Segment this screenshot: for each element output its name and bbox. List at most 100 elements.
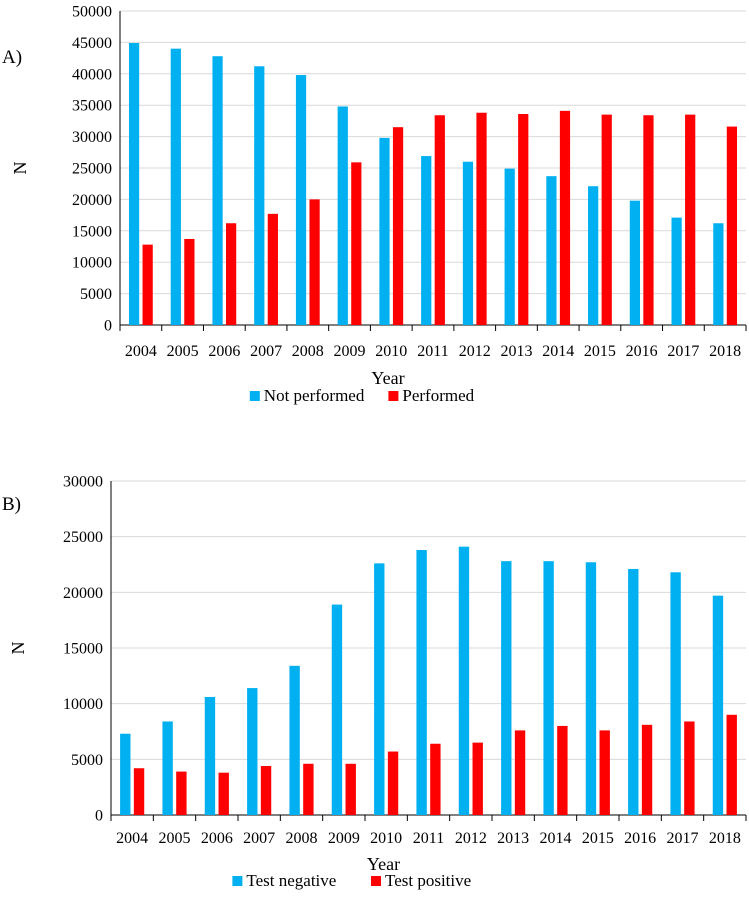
bar-test-negative-2004 (120, 733, 131, 815)
bar-test-positive-2015 (599, 730, 610, 815)
x-tick-label: 2013 (500, 343, 532, 360)
x-tick-label: 2013 (497, 830, 529, 847)
x-tick-label: 2010 (370, 830, 402, 847)
bar-test-negative-2015 (585, 562, 597, 815)
bar-test-positive-2018 (726, 714, 737, 815)
bar-test-positive-2016 (641, 724, 653, 815)
panel-label: B) (2, 494, 21, 515)
bar-test-negative-2017 (670, 572, 681, 815)
y-tick-label: 40000 (72, 66, 112, 83)
x-tick-label: 2011 (413, 830, 444, 847)
x-tick-label: 2012 (455, 830, 487, 847)
bar-not-performed-2004 (128, 43, 140, 325)
bar-not-performed-2008 (295, 75, 307, 325)
x-tick-label: 2014 (540, 830, 572, 847)
y-tick-label: 35000 (72, 98, 112, 115)
chart-panel-1: 0 5000 10000 15000 20000 25000 30000 2004 2005 20… (2, 474, 747, 890)
bar-test-negative-2016 (628, 568, 639, 815)
x-tick-label: 2009 (328, 830, 360, 847)
bar-test-positive-2007 (260, 766, 272, 815)
legend-label: Not performed (264, 386, 365, 405)
panel-label: A) (2, 47, 22, 68)
legend-label: Test negative (246, 871, 336, 890)
x-tick-label: 2015 (584, 343, 616, 360)
legend-swatch-not-performed (249, 391, 260, 401)
bar-performed-2005 (184, 238, 195, 325)
x-tick-label: 2015 (582, 830, 614, 847)
bar-not-performed-2012 (462, 161, 474, 325)
y-tick-label: 0 (104, 318, 112, 335)
y-axis-title: N (8, 642, 28, 655)
y-axis-title: N (10, 162, 30, 175)
x-tick-label: 2005 (167, 343, 199, 360)
bar-test-negative-2006 (204, 696, 216, 815)
bar-performed-2004 (142, 244, 153, 325)
bar-performed-2008 (309, 199, 320, 325)
y-tick-label: 10000 (72, 255, 112, 272)
bar-not-performed-2006 (212, 56, 223, 325)
bar-test-negative-2014 (543, 561, 554, 815)
bar-performed-2006 (226, 223, 237, 325)
x-tick-label: 2010 (375, 343, 407, 360)
y-tick-label: 50000 (72, 4, 112, 21)
x-tick-label: 2005 (159, 830, 191, 847)
bar-test-negative-2011 (416, 550, 427, 815)
legend-label: Performed (402, 386, 474, 405)
x-tick-label: 2004 (125, 343, 157, 360)
legend-swatch-test-positive (371, 876, 381, 886)
legend-label: Test positive (385, 871, 471, 890)
x-tick-label: 2017 (667, 830, 699, 847)
bar-test-positive-2017 (684, 721, 695, 815)
x-tick-label: 2017 (667, 343, 699, 360)
bar-not-performed-2013 (504, 168, 515, 325)
bar-test-negative-2008 (289, 665, 300, 815)
bar-test-negative-2013 (501, 561, 512, 815)
x-tick-label: 2018 (709, 830, 741, 847)
bar-not-performed-2009 (337, 106, 348, 326)
x-tick-label: 2008 (286, 830, 318, 847)
y-tick-label: 45000 (72, 35, 112, 52)
x-tick-label: 2016 (624, 830, 656, 847)
bar-performed-2015 (601, 114, 612, 326)
bar-test-negative-2018 (712, 595, 724, 815)
y-tick-label: 20000 (63, 585, 103, 602)
bar-test-positive-2008 (303, 763, 314, 815)
x-tick-label: 2012 (459, 343, 491, 360)
bar-test-negative-2007 (247, 688, 258, 815)
bar-test-positive-2009 (345, 763, 356, 815)
y-tick-label: 5000 (80, 286, 112, 303)
bar-performed-2018 (726, 126, 738, 325)
bar-not-performed-2015 (588, 186, 599, 325)
bar-test-negative-2012 (458, 546, 470, 815)
bar-test-positive-2005 (176, 771, 187, 815)
x-axis-title: Year (367, 854, 400, 874)
bar-test-negative-2009 (331, 604, 343, 815)
x-tick-label: 2006 (208, 343, 240, 360)
bar-performed-2013 (518, 113, 529, 325)
bar-not-performed-2010 (379, 137, 390, 325)
bar-test-positive-2012 (472, 742, 483, 815)
bar-performed-2012 (476, 112, 487, 326)
x-tick-label: 2004 (116, 830, 148, 847)
y-tick-label: 25000 (72, 161, 112, 178)
legend: Test negative Test positive (232, 871, 471, 890)
bar-performed-2007 (267, 213, 278, 325)
bar-performed-2014 (559, 110, 571, 326)
bar-test-positive-2014 (557, 725, 568, 815)
x-tick-label: 2018 (709, 343, 741, 360)
y-tick-label: 30000 (72, 129, 112, 146)
bar-test-positive-2004 (133, 768, 145, 815)
bar-test-positive-2013 (514, 730, 526, 815)
y-tick-label: 10000 (63, 696, 103, 713)
x-tick-label: 2006 (201, 830, 233, 847)
x-axis-title: Year (371, 368, 404, 388)
x-tick-label: 2008 (292, 343, 324, 360)
bar-performed-2016 (643, 115, 654, 325)
bar-test-positive-2010 (387, 751, 399, 815)
y-tick-label: 30000 (63, 474, 103, 491)
bar-not-performed-2005 (170, 48, 181, 326)
bar-not-performed-2017 (671, 217, 682, 325)
legend: Not performed Performed (249, 386, 475, 405)
